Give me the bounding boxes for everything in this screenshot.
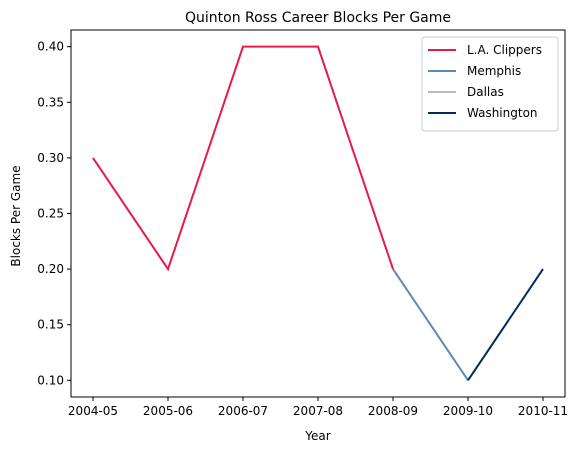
legend-label: L.A. Clippers (467, 43, 542, 57)
x-axis-title: Year (304, 429, 330, 443)
chart-title: Quinton Ross Career Blocks Per Game (185, 10, 451, 26)
legend-label: Washington (467, 106, 538, 120)
legend-label: Memphis (467, 64, 521, 78)
y-tick-label: 0.15 (37, 318, 64, 332)
y-tick-label: 0.25 (37, 207, 64, 221)
y-tick-label: 0.40 (37, 40, 64, 54)
y-tick-label: 0.10 (37, 373, 64, 387)
legend-label: Dallas (467, 85, 504, 99)
y-tick-label: 0.35 (37, 95, 64, 109)
y-axis: 0.10 0.15 0.20 0.25 0.30 0.35 0.40 (37, 40, 71, 387)
x-tick-label: 2006-07 (218, 404, 268, 418)
x-tick-label: 2005-06 (143, 404, 193, 418)
series-line-1 (392, 268, 469, 381)
x-tick-label: 2004-05 (68, 404, 118, 418)
y-tick-label: 0.30 (37, 151, 64, 165)
x-tick-label: 2010-11 (518, 404, 568, 418)
x-axis: 2004-05 2005-06 2006-07 2007-08 2008-09 2009-… (68, 397, 568, 418)
x-tick-label: 2009-10 (443, 404, 493, 418)
x-tick-label: 2008-09 (368, 404, 418, 418)
series-line-3 (467, 268, 544, 381)
legend-box (421, 36, 559, 132)
y-axis-title: Blocks Per Game (9, 165, 23, 266)
legend: L.A. Clippers Memphis Dallas Washington (421, 36, 559, 132)
x-tick-label: 2007-08 (293, 404, 343, 418)
y-tick-label: 0.20 (37, 262, 64, 276)
series-line-0 (92, 45, 394, 272)
